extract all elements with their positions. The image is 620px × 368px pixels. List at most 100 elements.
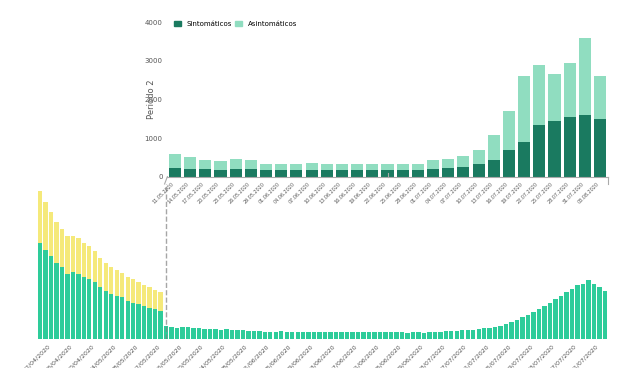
Bar <box>131 279 135 302</box>
Bar <box>38 243 42 339</box>
Bar <box>472 150 485 164</box>
Bar <box>416 332 420 339</box>
Bar <box>597 287 601 339</box>
Bar <box>306 332 311 339</box>
Bar <box>153 290 157 309</box>
Bar <box>54 263 58 339</box>
Bar <box>578 38 591 115</box>
Bar <box>564 292 569 339</box>
Bar <box>246 331 250 339</box>
Bar <box>60 229 64 267</box>
Bar <box>131 302 135 339</box>
Bar <box>115 296 119 339</box>
Bar <box>460 330 464 339</box>
Bar <box>564 117 576 177</box>
Bar <box>454 331 459 339</box>
Bar <box>366 163 378 170</box>
Bar <box>275 164 287 170</box>
Bar <box>229 159 242 169</box>
Bar <box>503 150 515 177</box>
Bar <box>219 330 223 339</box>
Bar <box>587 280 591 339</box>
Bar <box>549 74 560 121</box>
Bar <box>321 164 333 170</box>
Bar <box>153 309 157 339</box>
Text: Periodo 2: Periodo 2 <box>148 79 156 119</box>
Bar <box>378 332 382 339</box>
Bar <box>71 272 75 339</box>
Bar <box>510 322 514 339</box>
Bar <box>559 296 563 339</box>
Bar <box>381 164 394 170</box>
Bar <box>442 168 454 177</box>
Bar <box>594 119 606 177</box>
Bar <box>351 170 363 177</box>
Bar <box>175 328 179 339</box>
Bar <box>273 332 278 339</box>
Bar <box>142 285 146 306</box>
Bar <box>245 160 257 169</box>
Bar <box>518 77 530 142</box>
Bar <box>397 164 409 170</box>
Bar <box>229 330 234 339</box>
Bar <box>109 268 113 294</box>
Bar <box>410 332 415 339</box>
Bar <box>591 284 596 339</box>
Bar <box>553 299 558 339</box>
Bar <box>136 282 141 304</box>
Bar <box>125 277 130 301</box>
Bar <box>487 328 492 339</box>
Bar <box>383 332 388 339</box>
Bar <box>438 332 443 339</box>
Bar <box>372 332 377 339</box>
Bar <box>290 170 303 177</box>
Bar <box>412 163 424 170</box>
Bar <box>323 332 327 339</box>
Bar <box>356 332 360 339</box>
Bar <box>361 332 366 339</box>
Bar <box>400 332 404 339</box>
Bar <box>92 251 97 282</box>
Bar <box>43 250 48 339</box>
Bar <box>296 332 300 339</box>
Bar <box>471 330 476 339</box>
Bar <box>526 315 530 339</box>
Bar <box>60 267 64 339</box>
Bar <box>564 63 576 117</box>
Bar <box>54 222 58 263</box>
Bar <box>312 332 316 339</box>
Bar <box>389 332 393 339</box>
Bar <box>520 317 525 339</box>
Bar <box>542 306 547 339</box>
Bar <box>180 327 185 339</box>
Bar <box>98 287 102 339</box>
Bar <box>76 273 81 339</box>
Bar <box>49 212 53 256</box>
Bar <box>199 169 211 177</box>
Bar <box>581 284 585 339</box>
Bar <box>120 273 125 297</box>
Bar <box>252 331 256 339</box>
Bar <box>412 170 424 177</box>
Bar <box>215 161 226 170</box>
Bar <box>245 169 257 177</box>
Bar <box>442 159 454 168</box>
Bar <box>533 65 546 125</box>
Bar <box>345 332 349 339</box>
Bar <box>394 332 399 339</box>
Bar <box>202 329 206 339</box>
Bar <box>549 121 560 177</box>
Bar <box>76 238 81 273</box>
Bar <box>301 332 306 339</box>
Bar <box>405 333 410 339</box>
Bar <box>65 273 69 339</box>
Bar <box>43 202 48 250</box>
Bar <box>336 164 348 170</box>
Bar <box>87 246 92 279</box>
Bar <box>427 332 432 339</box>
Bar <box>164 326 168 339</box>
Bar <box>120 297 125 339</box>
Bar <box>285 332 289 339</box>
Bar <box>169 153 181 168</box>
Bar <box>334 332 339 339</box>
